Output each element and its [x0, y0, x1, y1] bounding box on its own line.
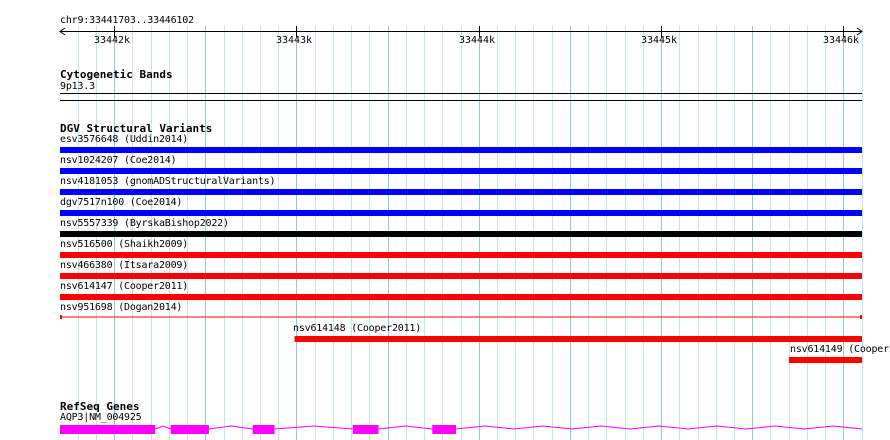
dgv-feature-bar: [60, 210, 862, 216]
dgv-feature-end: [860, 315, 862, 319]
refseq-track-title: RefSeq Genes: [60, 400, 140, 413]
refseq-intron: [274, 425, 354, 430]
dgv-feature-bar: [294, 336, 863, 342]
dgv-feature-bar: [60, 252, 862, 258]
dgv-feature-bar: [60, 189, 862, 195]
dgv-feature-bar: [60, 168, 862, 174]
position-ruler: [59, 26, 863, 37]
refseq-exon: [252, 425, 275, 434]
dgv-feature-bar: [60, 273, 862, 279]
refseq-intron: [455, 425, 863, 430]
ruler-left-arrow: [59, 27, 66, 36]
dgv-feature-end: [60, 315, 62, 319]
cytoband-label[interactable]: 9p13.3: [60, 81, 95, 92]
dgv-feature-label[interactable]: nsv466380 (Itsara2009): [60, 260, 189, 271]
dgv-feature-bar: [60, 316, 862, 318]
dgv-feature-label[interactable]: nsv614147 (Cooper2011): [60, 281, 189, 292]
cytoband-track: [60, 93, 862, 101]
dgv-track: [60, 147, 863, 363]
dgv-feature-label[interactable]: nsv516500 (Shaikh2009): [60, 239, 189, 250]
refseq-exon: [352, 425, 379, 434]
dgv-feature-label[interactable]: nsv614148 (Cooper2011): [293, 323, 422, 334]
dgv-feature-label[interactable]: nsv1024207 (Coe2014): [60, 155, 177, 166]
dgv-feature-label[interactable]: nsv951698 (Dogan2014): [60, 302, 183, 313]
ruler-tick-label: 33445k: [640, 35, 678, 46]
refseq-exon: [60, 425, 156, 434]
ruler-tick-label: 33446k: [822, 35, 860, 46]
ruler-right-arrow: [856, 27, 863, 36]
dgv-feature-label[interactable]: nsv614149 (Cooper2011): [790, 344, 890, 355]
dgv-feature-bar: [60, 294, 862, 300]
refseq-exon: [170, 425, 209, 434]
refseq-gene-label[interactable]: AQP3|NM_004925: [60, 412, 142, 423]
ruler-tick-label: 33444k: [458, 35, 496, 46]
dgv-track-title: DGV Structural Variants: [60, 122, 213, 135]
cytoband-track-title: Cytogenetic Bands: [60, 68, 173, 81]
dgv-feature-label[interactable]: esv3576648 (Uddin2014): [60, 134, 189, 145]
refseq-intron: [378, 425, 433, 430]
dgv-feature-bar: [60, 147, 862, 153]
refseq-intron: [208, 425, 253, 430]
ruler-tick-label: 33443k: [275, 35, 313, 46]
dgv-feature-bar: [789, 357, 862, 363]
dgv-feature-label[interactable]: nsv5557339 (ByrskaBishop2022): [60, 218, 229, 229]
refseq-track: [60, 425, 863, 434]
dgv-feature-label[interactable]: nsv4181053 (gnomADStructuralVariants): [60, 176, 276, 187]
dgv-feature-label[interactable]: dgv7517n100 (Coe2014): [60, 197, 183, 208]
ruler-tick-label: 33442k: [93, 35, 131, 46]
refseq-intron: [154, 425, 171, 430]
refseq-exon: [432, 425, 456, 434]
region-label: chr9:33441703..33446102: [60, 15, 194, 26]
dgv-feature-bar: [60, 231, 862, 237]
